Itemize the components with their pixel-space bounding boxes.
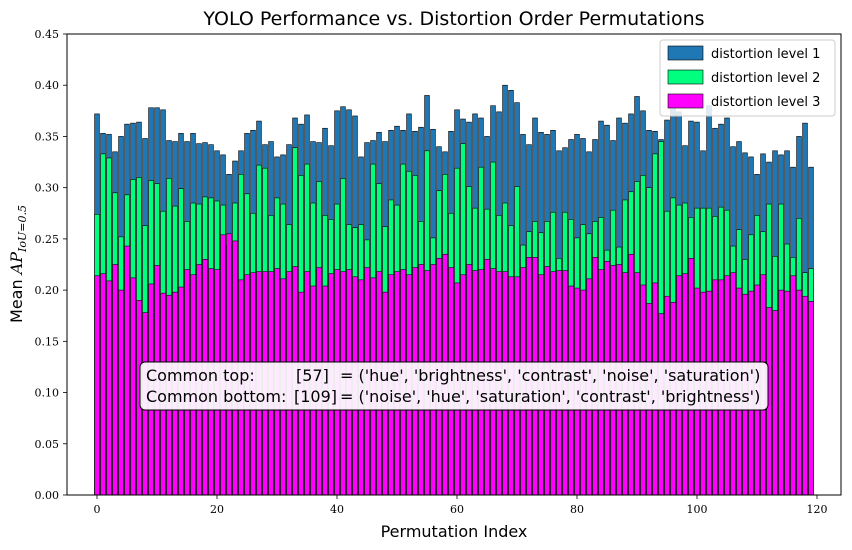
bar-level-3-6 xyxy=(130,277,136,496)
annotation-bottom-tuple: = ('noise', 'hue', 'saturation', 'contra… xyxy=(340,387,760,406)
legend-frame xyxy=(659,39,836,117)
bar-level-3-4 xyxy=(118,289,124,496)
bar-level-3-114 xyxy=(778,289,784,496)
x-tick-label: 120 xyxy=(807,503,828,516)
annotation-top-index: [57] xyxy=(296,366,329,385)
legend: distortion level 1 distortion level 2 di… xyxy=(659,39,836,117)
annotation-bottom-index: [109] xyxy=(294,387,337,406)
legend-swatch-level-3 xyxy=(667,93,704,109)
y-axis-label: Mean APIoU=0.5 xyxy=(7,205,29,323)
bar-level-3-1 xyxy=(100,273,106,496)
y-tick-label: 0.40 xyxy=(35,79,60,92)
x-tick-label: 0 xyxy=(94,503,101,516)
x-tick-label: 100 xyxy=(687,503,708,516)
annotation-top-label: Common top: xyxy=(146,366,255,385)
x-tick-label: 20 xyxy=(210,503,224,516)
x-axis: 0 20 40 60 80 100 120 xyxy=(94,495,828,516)
annotation-box: Common top: [57] = ('hue', 'brightness',… xyxy=(139,361,769,411)
annotation-bottom-label: Common bottom: xyxy=(146,387,286,406)
legend-swatch-level-2 xyxy=(667,69,704,85)
y-tick-label: 0.00 xyxy=(35,489,60,502)
bar-level-3-119 xyxy=(808,301,814,496)
y-tick-label: 0.20 xyxy=(35,284,60,297)
y-tick-label: 0.30 xyxy=(35,182,60,195)
bar-level-3-115 xyxy=(784,290,790,496)
y-tick-label: 0.10 xyxy=(35,387,60,400)
y-axis-label-main: Mean xyxy=(7,274,26,323)
x-tick-label: 80 xyxy=(570,503,584,516)
bar-level-3-118 xyxy=(802,295,808,496)
bar-level-3-113 xyxy=(772,310,778,496)
y-tick-label: 0.25 xyxy=(35,233,60,246)
bars xyxy=(94,84,814,496)
annotation-frame xyxy=(139,361,769,411)
bar-level-3-0 xyxy=(94,275,100,496)
bar-level-3-116 xyxy=(790,275,796,496)
chart-title: YOLO Performance vs. Distortion Order Pe… xyxy=(202,8,704,30)
bar-level-3-2 xyxy=(106,280,112,496)
x-tick-label: 40 xyxy=(330,503,344,516)
y-axis-label-subscript: IoU=0.5 xyxy=(16,205,29,253)
y-tick-label: 0.05 xyxy=(35,438,60,451)
x-axis-label: Permutation Index xyxy=(381,522,528,541)
y-tick-label: 0.15 xyxy=(35,335,60,348)
y-tick-label: 0.35 xyxy=(35,130,60,143)
legend-label-level-1: distortion level 1 xyxy=(711,47,820,62)
y-axis: 0.00 0.05 0.10 0.15 0.20 0.25 0.30 0.35 0.40 0.45 xyxy=(35,28,67,502)
legend-label-level-3: distortion level 3 xyxy=(711,95,820,110)
bar-level-3-3 xyxy=(112,264,118,496)
bar-level-3-5 xyxy=(124,245,130,496)
legend-swatch-level-1 xyxy=(667,45,704,61)
y-tick-label: 0.45 xyxy=(35,28,60,41)
bar-level-3-117 xyxy=(796,289,802,496)
y-axis-label-math: AP xyxy=(7,252,26,277)
annotation-top-tuple: = ('hue', 'brightness', 'contrast', 'noi… xyxy=(340,366,760,385)
x-tick-label: 60 xyxy=(450,503,464,516)
legend-label-level-2: distortion level 2 xyxy=(711,71,820,86)
plot-frame xyxy=(66,33,842,496)
